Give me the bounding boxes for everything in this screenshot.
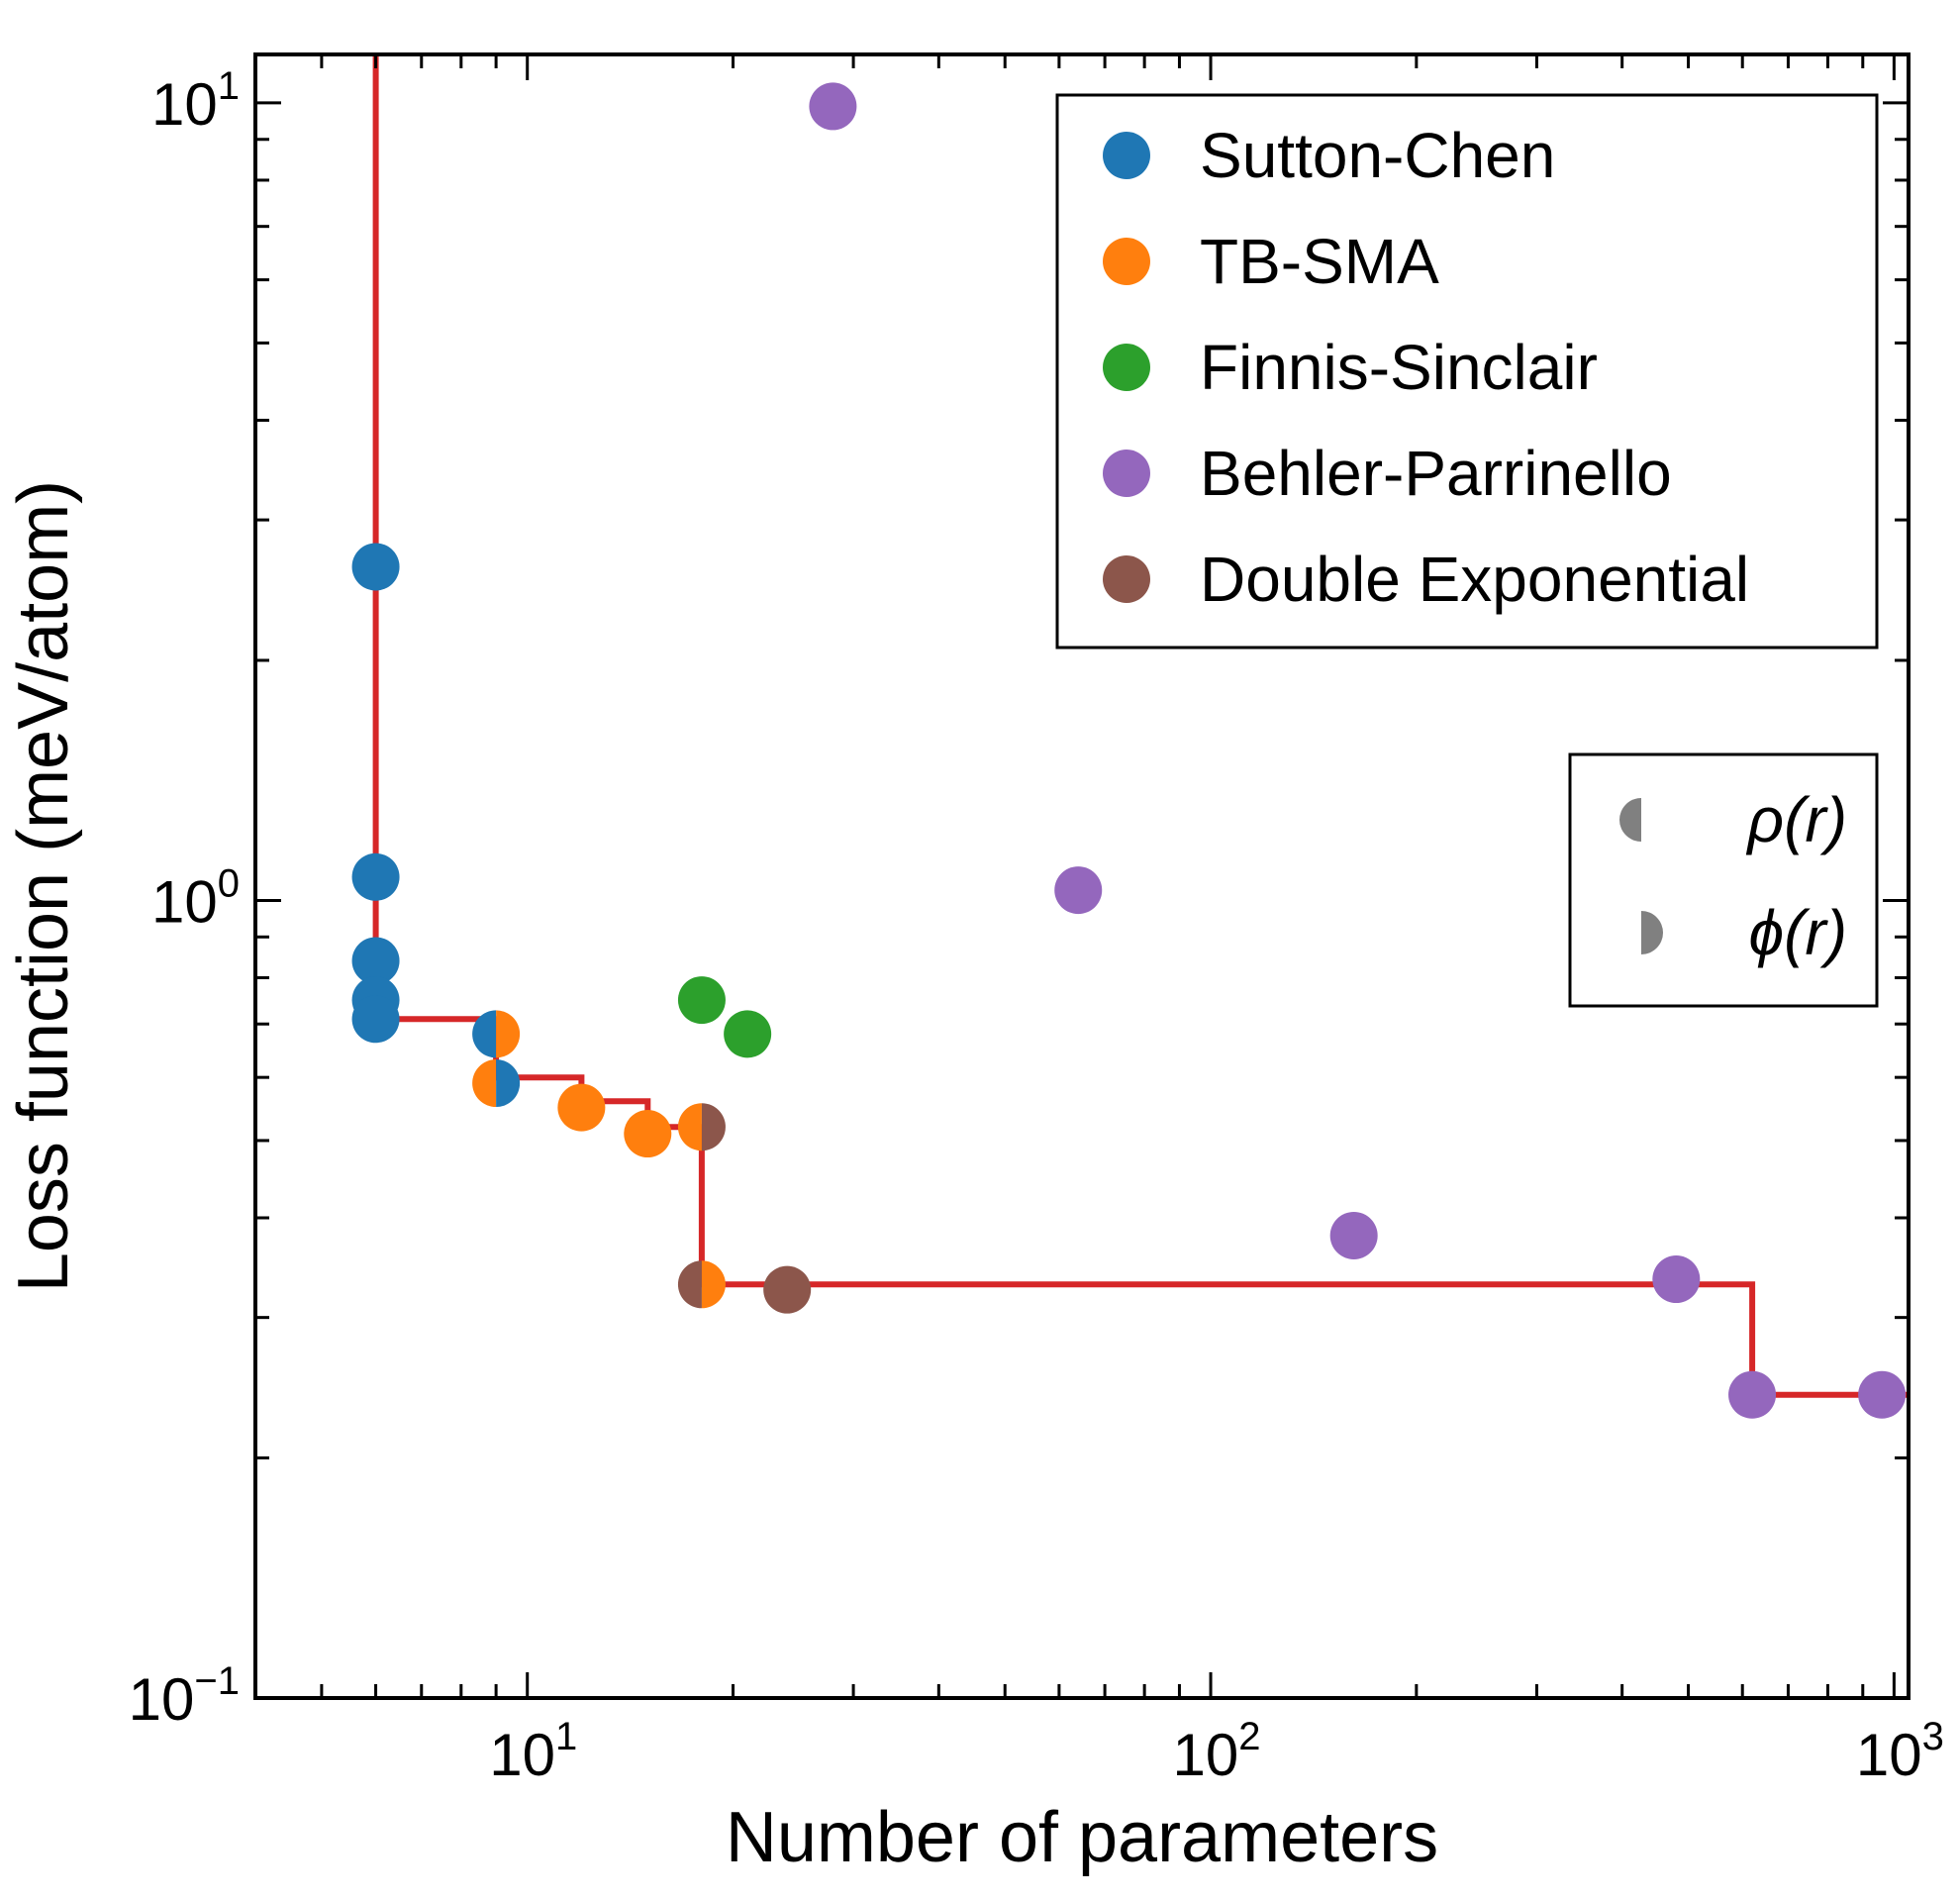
x-tick-label-100: 102 [1173,1715,1261,1788]
point-behler-parrinello-5 [1858,1370,1907,1419]
y-tick-label-1: 100 [151,861,240,935]
split-point-0-left-half [472,1010,497,1058]
point-behler-parrinello-1 [1054,866,1103,915]
x-tick-label-10: 101 [489,1715,577,1788]
split-point-2-left-half [677,1103,702,1151]
legend-series-box [1055,93,1879,650]
legend-label-4: Double Exponential [1200,544,1749,615]
ticks-layer [253,54,1909,1700]
split-point-3-left-half [677,1260,702,1309]
legend-half-label-0: ρ(r) [1745,784,1847,855]
point-finnis-sinclair-0 [677,976,726,1025]
legend-series: Sutton-Chen TB-SMA Finnis-Sinclair Behler-P… [1055,93,1879,650]
point-sutton-chen-2 [351,937,400,985]
split-point-2-right-half [701,1103,726,1151]
point-sutton-chen-1 [351,852,400,901]
x-axis-title: Number of parameters [726,1798,1438,1877]
point-sutton-chen-0 [351,543,400,591]
split-point-1-right-half [496,1059,521,1108]
frame-layer [253,52,1911,1700]
point-sutton-chen-4 [351,995,400,1044]
points-layer [351,82,1907,1419]
point-behler-parrinello-2 [1329,1211,1378,1259]
legend-marker-2 [1103,344,1150,391]
y-tick-label-10: 101 [151,64,240,138]
legend-half-marker-right [1641,911,1663,954]
legend-marker-0 [1103,132,1150,179]
legend-label-0: Sutton-Chen [1200,120,1555,191]
point-tb-sma-1 [624,1110,672,1158]
point-finnis-sinclair-1 [724,1010,772,1058]
y-tick-label-0.1: 10−1 [129,1659,240,1733]
y-axis-title: Loss function (meV/atom) [4,480,83,1292]
legend-label-3: Behler-Parrinello [1200,438,1672,509]
legend-halves-box [1568,752,1879,1008]
point-tb-sma-0 [557,1083,606,1132]
point-behler-parrinello-0 [809,82,857,131]
legend-half-label-1: ϕ(r) [1748,897,1847,968]
legend-half-marker-left [1619,798,1641,842]
split-point-0-right-half [496,1010,521,1058]
legend-layer: Sutton-Chen TB-SMA Finnis-Sinclair Behler-P… [1055,93,1879,1008]
legend-label-1: TB-SMA [1200,226,1439,297]
plot-frame [253,52,1911,1700]
point-behler-parrinello-4 [1728,1370,1777,1419]
legend-marker-1 [1103,238,1150,285]
split-point-3-right-half [701,1260,726,1309]
legend-marker-4 [1103,555,1150,603]
legend-halves: ρ(r) ϕ(r) [1568,752,1879,1008]
labels-layer: 101 102 103 10−1 100 101 [129,64,1944,1788]
legend-marker-3 [1103,450,1150,497]
x-tick-label-1000: 103 [1856,1715,1944,1788]
legend-label-2: Finnis-Sinclair [1200,332,1598,403]
point-behler-parrinello-3 [1652,1255,1701,1304]
point-double-exponential-0 [763,1265,812,1314]
split-point-1-left-half [472,1059,497,1108]
